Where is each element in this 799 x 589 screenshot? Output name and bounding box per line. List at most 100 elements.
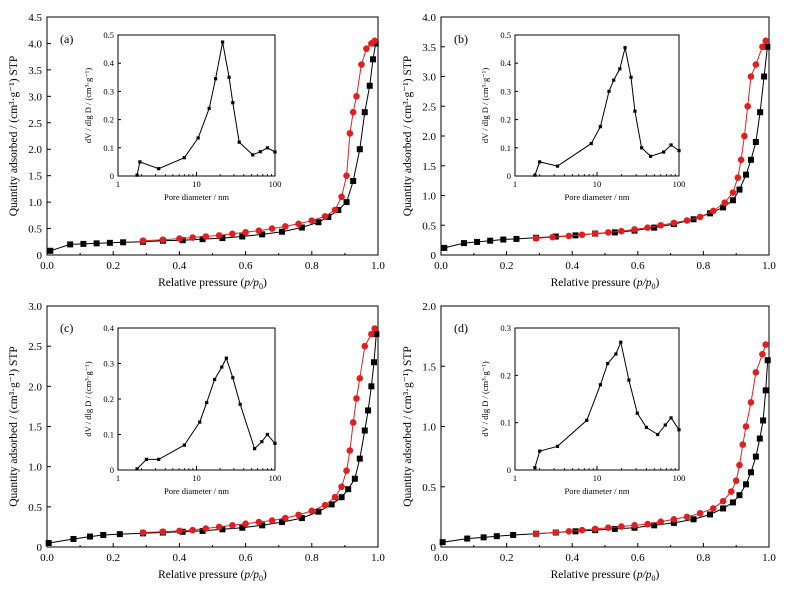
desorption-point — [747, 73, 755, 80]
desorption-point — [696, 509, 704, 517]
desorption-point — [741, 132, 748, 140]
adsorption-point — [239, 524, 246, 531]
desorption-point — [353, 395, 360, 402]
desorption-point — [346, 130, 354, 137]
desorption-point — [189, 234, 196, 241]
adsorption-point — [335, 207, 342, 214]
desorption-point — [255, 227, 263, 234]
y-tick-label: 1.5 — [28, 422, 42, 434]
desorption-point — [657, 518, 665, 525]
inset-x-tick-label: 100 — [269, 179, 282, 189]
inset-x-tick-label: 10 — [593, 473, 602, 483]
adsorption-point — [757, 109, 764, 116]
inset-x-axis-label: Pore diameter / nm — [164, 192, 229, 202]
inset-a: 1 10 100 0 0.1 0.2 0.3 0.4 0.5 Pore diameter / nm… — [83, 30, 281, 202]
inset-x-tick-label: 1 — [513, 179, 517, 189]
inset-point — [260, 440, 264, 444]
inset-y-tick-label: 0.2 — [103, 394, 114, 404]
desorption-point — [202, 525, 210, 532]
inset-point — [644, 425, 648, 429]
y-tick-label: 1.0 — [28, 462, 42, 474]
desorption-point — [356, 375, 364, 382]
x-tick-label: 0.8 — [697, 552, 711, 564]
inset-y-tick-label: 0.3 — [103, 86, 114, 96]
y-tick-label: 2.5 — [28, 118, 42, 130]
adsorption-point — [361, 427, 368, 434]
desorption-point — [709, 207, 717, 215]
inset-point — [207, 106, 211, 110]
desorption-point — [159, 236, 167, 243]
inset-point — [224, 356, 228, 360]
inset-c: 1 10 100 0 0.1 0.2 0.3 0.4 Pore diameter / nm dV … — [83, 323, 281, 496]
desorption-point — [578, 231, 586, 239]
x-tick-label: 1.0 — [762, 552, 776, 564]
desorption-point — [202, 233, 210, 240]
adsorption-point — [761, 73, 768, 80]
desorption-point — [349, 419, 357, 426]
y-axis-label: Quantity adsorbed / (cm³·g⁻¹) STP — [402, 56, 414, 217]
adsorption-point — [279, 228, 286, 235]
adsorption-point — [356, 455, 363, 462]
adsorption-point — [343, 199, 350, 206]
inset-point — [669, 143, 673, 147]
inset-point — [157, 457, 161, 461]
y-axis-label: Quantity adsorbed / (cm³·g⁻¹) STP — [8, 56, 20, 217]
desorption-point — [732, 477, 740, 485]
desorption-point — [159, 528, 167, 536]
desorption-point — [552, 529, 560, 536]
y-tick-label: 1.0 — [422, 191, 436, 203]
adsorption-point — [752, 453, 759, 460]
desorption-point — [343, 172, 350, 179]
x-tick-label: 0.4 — [173, 260, 187, 272]
adsorption-point — [464, 535, 471, 542]
desorption-point — [591, 525, 599, 533]
desorption-point — [242, 520, 249, 528]
inset-x-axis-label: Pore diameter / nm — [565, 192, 630, 202]
adsorption-point — [762, 387, 769, 394]
desorption-point — [739, 441, 747, 448]
inset-point — [135, 173, 139, 177]
inset-point — [648, 154, 653, 158]
desorption-point — [321, 213, 329, 220]
inset-point — [533, 173, 537, 177]
desorption-point — [371, 37, 378, 45]
desorption-point — [268, 225, 276, 232]
x-tick-label: 0.8 — [305, 552, 319, 564]
adsorption-point — [513, 235, 520, 242]
desorption-point — [338, 483, 345, 491]
y-tick-label: 2.5 — [28, 341, 42, 353]
adsorption-point — [106, 239, 113, 246]
adsorption-point — [338, 494, 345, 501]
adsorption-point — [439, 539, 446, 546]
desorption-point — [549, 233, 556, 241]
y-tick-label: 4.5 — [28, 12, 42, 24]
adsorption-point — [328, 501, 335, 508]
inset-x-tick-label: 1 — [513, 473, 517, 483]
desorption-point — [189, 526, 196, 534]
desorption-point — [229, 230, 236, 238]
adsorption-point — [199, 527, 206, 534]
desorption-point — [282, 514, 289, 522]
x-tick-label: 1.0 — [762, 260, 776, 272]
inset-y-axis-label: dV / dlg D / (cm³·g⁻¹) — [83, 361, 93, 436]
y-tick-label: 1.5 — [28, 171, 42, 183]
x-tick-label: 0.0 — [434, 552, 448, 564]
inset-point — [273, 150, 277, 154]
inset-x-tick-label: 10 — [192, 179, 201, 189]
desorption-point — [683, 217, 691, 224]
y-tick-label: 0.5 — [28, 502, 42, 514]
desorption-point — [604, 524, 612, 532]
inset-y-axis-label: dV / dlg D / (cm³·g⁻¹) — [480, 361, 490, 436]
desorption-point — [176, 235, 183, 242]
desorption-point — [361, 342, 369, 350]
desorption-point — [719, 497, 727, 505]
inset-point — [663, 423, 667, 427]
inset-point — [633, 109, 637, 113]
adsorption-point — [510, 531, 517, 538]
adsorption-point — [720, 505, 727, 512]
desorption-point — [371, 325, 378, 332]
inset-point — [677, 428, 681, 432]
desorption-point — [295, 511, 302, 519]
adsorption-point — [760, 417, 767, 424]
